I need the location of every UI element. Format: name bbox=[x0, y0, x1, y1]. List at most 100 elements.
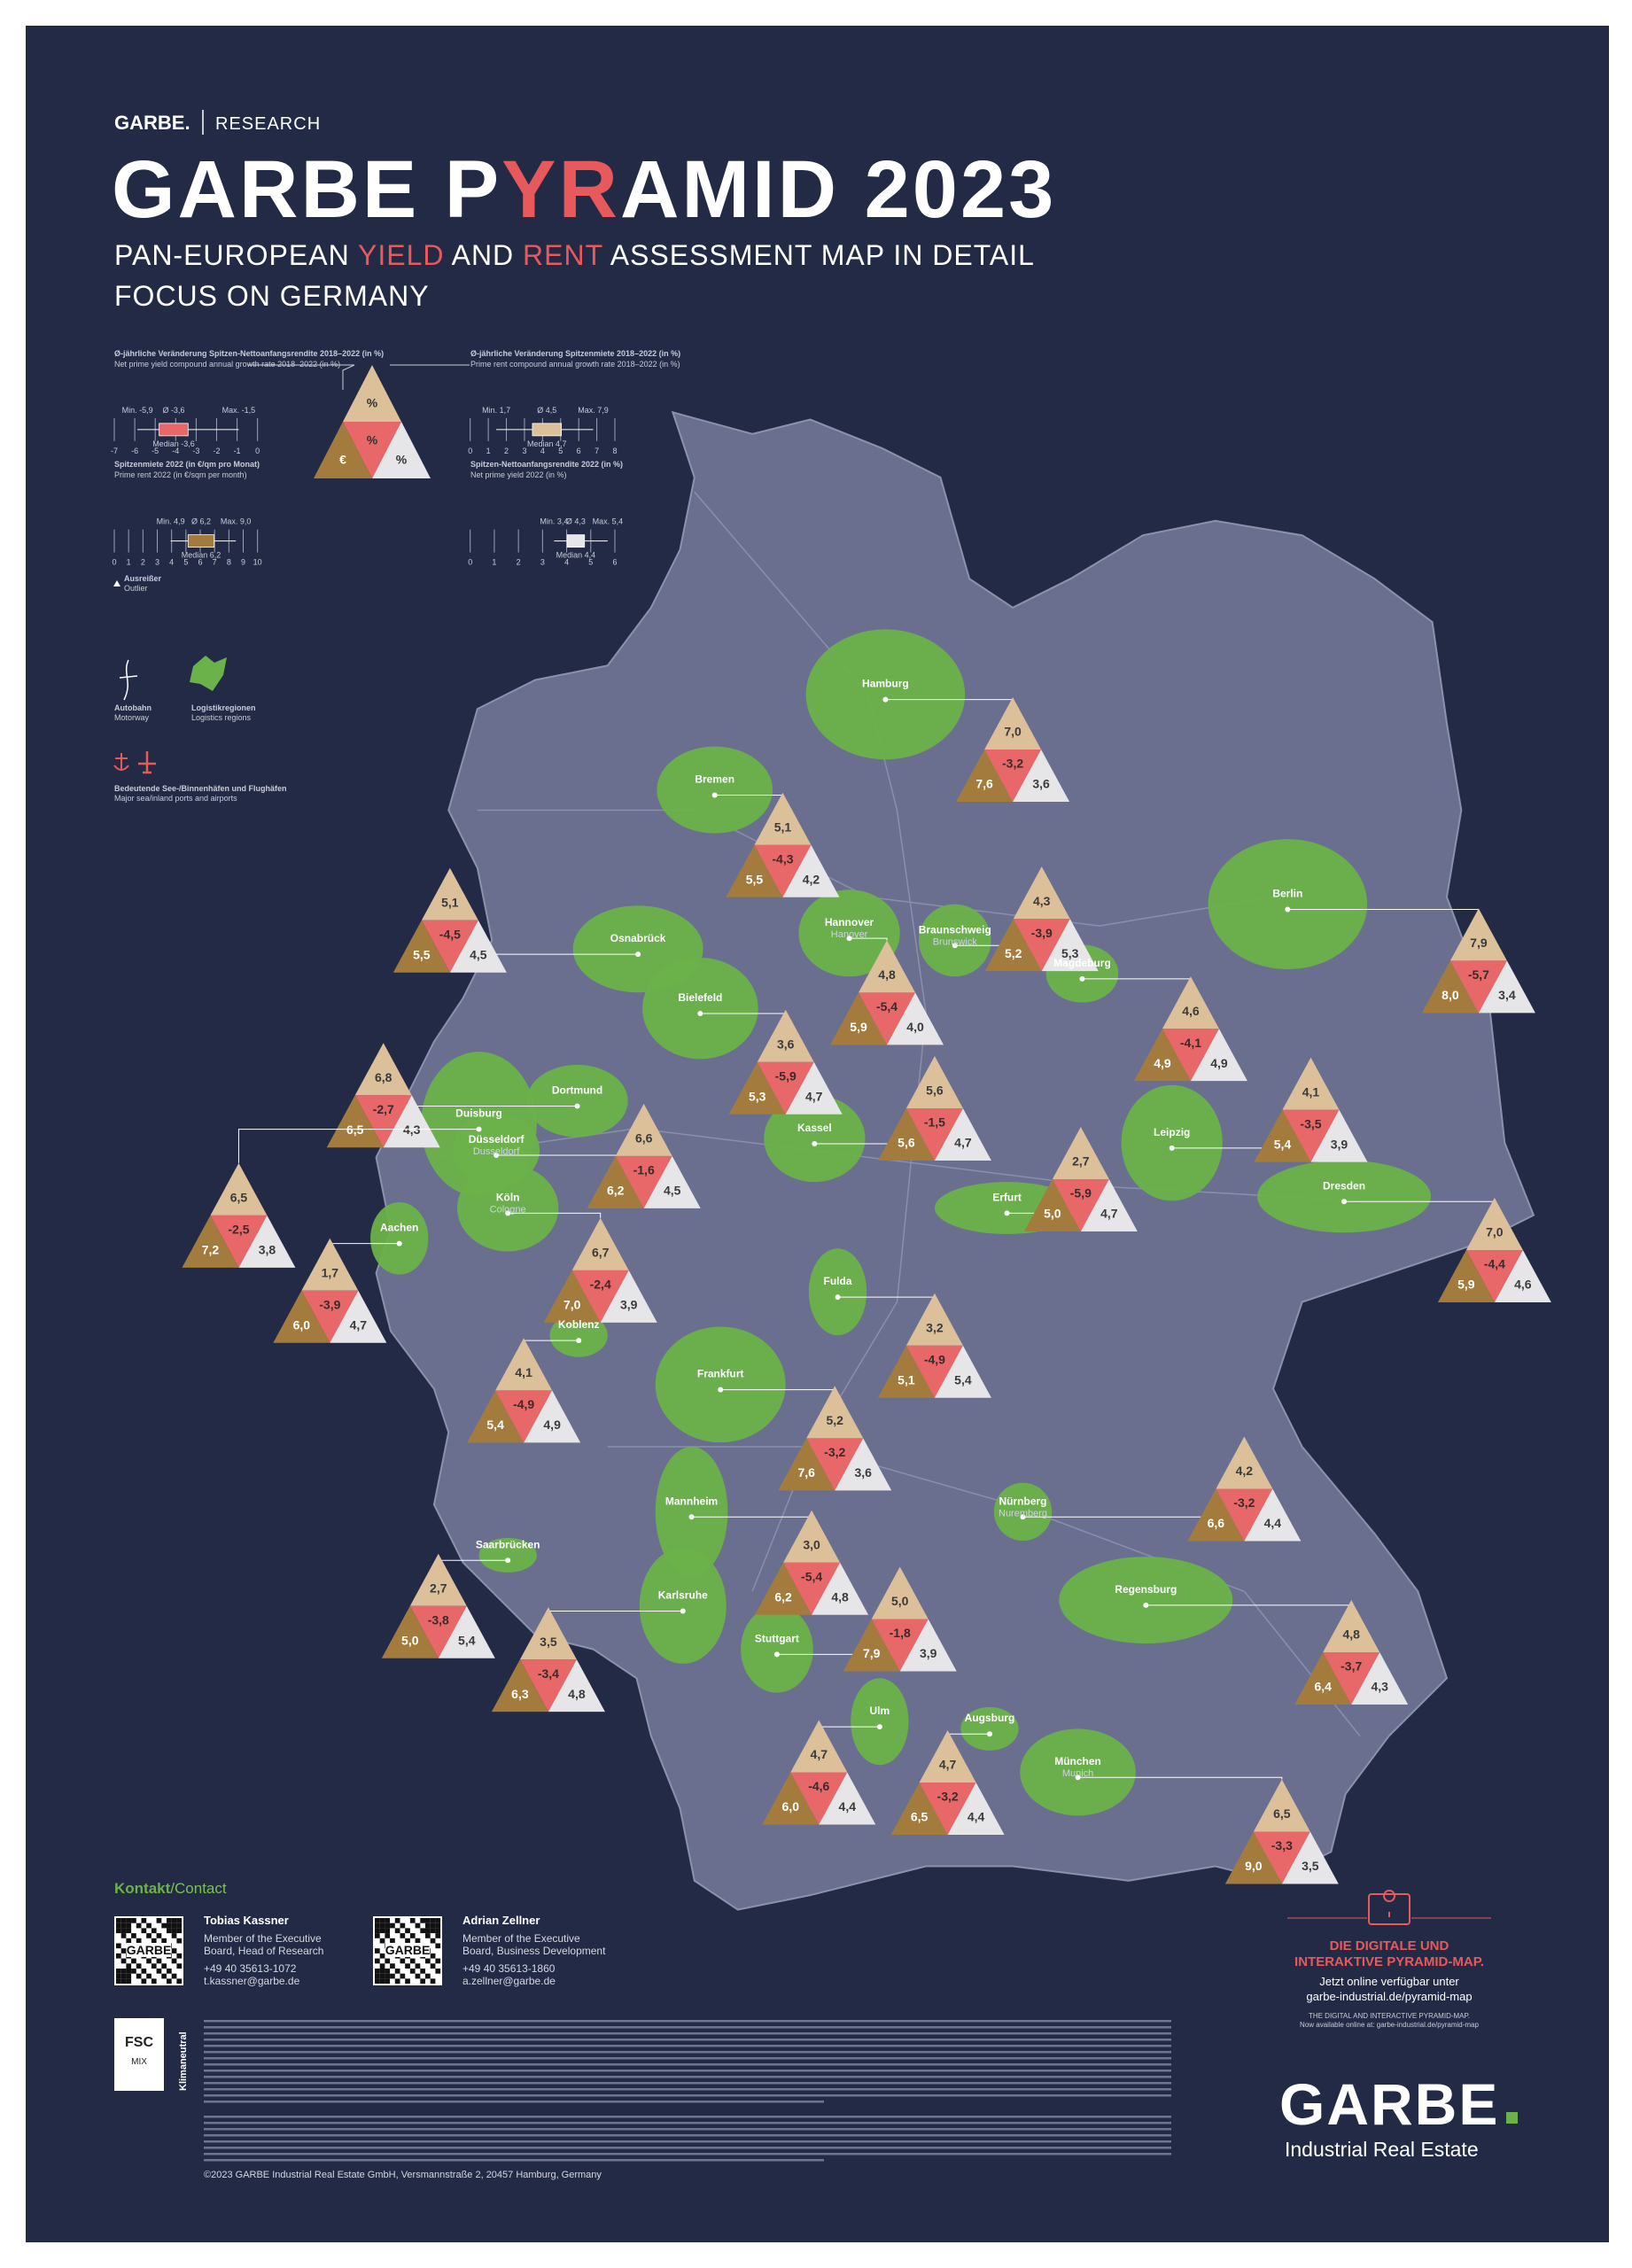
fine-print bbox=[204, 2116, 1171, 2118]
qr-cell bbox=[425, 1928, 431, 1934]
legend-tick-label: 10 bbox=[253, 558, 262, 567]
qr-cell bbox=[136, 1973, 142, 1979]
prime-rent: 6,0 bbox=[293, 1317, 311, 1332]
pyramid-top bbox=[615, 1103, 672, 1156]
pyramid-right bbox=[449, 920, 507, 973]
pyramid-left bbox=[326, 1095, 384, 1148]
qr-cell bbox=[385, 1922, 391, 1929]
yield-growth: -3,9 bbox=[319, 1297, 340, 1311]
city-dot bbox=[835, 1294, 841, 1301]
fine-print bbox=[204, 2094, 1171, 2097]
pyramid-top bbox=[1282, 1057, 1340, 1110]
prime-yield: 3,6 bbox=[854, 1465, 872, 1480]
legend-median: Median 4,7 bbox=[527, 439, 567, 448]
rent-growth: 4,3 bbox=[1033, 894, 1051, 908]
city-name: Regensburg bbox=[1115, 1583, 1177, 1596]
yield-growth: -3,8 bbox=[428, 1612, 449, 1627]
rent-growth: 6,5 bbox=[1273, 1806, 1291, 1821]
city-name: Stuttgart bbox=[755, 1632, 799, 1644]
qr-cell bbox=[141, 1969, 147, 1974]
qr-cell bbox=[116, 1928, 121, 1934]
city-name: Nürnberg bbox=[999, 1495, 1047, 1507]
logistics-region bbox=[642, 958, 758, 1060]
prime-yield: 4,5 bbox=[664, 1184, 681, 1198]
prime-yield: 3,5 bbox=[1302, 1859, 1319, 1873]
pyramid-middle bbox=[615, 1155, 672, 1208]
digital-text: THE DIGITAL AND INTERACTIVE PYRAMID-MAP. bbox=[1309, 2012, 1470, 2020]
legend-title: Ø-jährliche Veränderung Spitzenmiete 201… bbox=[470, 349, 680, 358]
prime-rent: 7,2 bbox=[202, 1243, 220, 1257]
legend-min: Min. 4,9 bbox=[157, 517, 185, 526]
yield-growth: -3,2 bbox=[1002, 757, 1023, 771]
pyramid-right bbox=[1244, 1488, 1302, 1542]
qr-cell bbox=[430, 1938, 436, 1944]
qr-cell bbox=[176, 1918, 183, 1923]
legend-avg: Ø 4,3 bbox=[566, 517, 586, 526]
pyramid-right bbox=[819, 1772, 876, 1825]
pyramid-middle bbox=[984, 750, 1042, 803]
pyramid-right bbox=[238, 1215, 296, 1268]
pyramid-top bbox=[859, 940, 916, 993]
pyramid-top bbox=[783, 1510, 841, 1563]
qr-cell bbox=[167, 1969, 172, 1974]
qr-cell bbox=[131, 1918, 136, 1923]
qr-cell bbox=[435, 1943, 441, 1949]
prime-rent: 9,0 bbox=[1245, 1859, 1263, 1873]
pyramid-right bbox=[1310, 1109, 1368, 1162]
prime-yield: 4,6 bbox=[1514, 1278, 1532, 1292]
qr-cell bbox=[171, 1918, 177, 1923]
pyramid-top bbox=[871, 1566, 929, 1619]
pyramid-left bbox=[1187, 1488, 1245, 1542]
qr-cell bbox=[116, 1922, 121, 1929]
digital-text: Jetzt online verfügbar unter bbox=[1319, 1975, 1459, 1988]
city-name: Fulda bbox=[823, 1275, 851, 1287]
qr-cell bbox=[415, 1938, 421, 1944]
qr-cell bbox=[120, 1933, 127, 1938]
qr-cell bbox=[394, 1918, 400, 1923]
pyramid-left bbox=[843, 1619, 900, 1672]
rent-growth: 3,2 bbox=[926, 1321, 944, 1335]
qr-cell bbox=[385, 1928, 391, 1934]
prime-rent: 7,0 bbox=[563, 1298, 581, 1312]
person-role: Member of the Executive bbox=[204, 1932, 322, 1945]
prime-yield: 4,4 bbox=[968, 1810, 985, 1824]
city-name: Karlsruhe bbox=[658, 1588, 708, 1601]
prime-rent: 6,3 bbox=[511, 1687, 529, 1701]
person-phone: +49 40 35613-1860 bbox=[462, 1962, 556, 1975]
qr-cell bbox=[120, 1948, 127, 1953]
prime-yield: 4,7 bbox=[954, 1136, 972, 1150]
fine-print bbox=[204, 2032, 1171, 2035]
pyramid-top bbox=[757, 1009, 814, 1062]
city-layer: Hamburg 7,0 -3,2 7,6 3,6 Bremen 5,1 -4,3 5,5 4,2 O… bbox=[182, 678, 1551, 1884]
pyramid-right bbox=[785, 1061, 843, 1115]
pyramid-middle bbox=[571, 1270, 629, 1323]
pyramid-left bbox=[762, 1772, 820, 1825]
rent-growth: 4,1 bbox=[515, 1365, 532, 1379]
qr-cell bbox=[385, 1969, 391, 1974]
city-name: Bremen bbox=[695, 773, 734, 785]
prime-yield: 4,3 bbox=[1371, 1680, 1388, 1694]
legend-median: Median -3,6 bbox=[152, 439, 195, 448]
fine-print bbox=[204, 2051, 1171, 2054]
title-part: AMID 2023 bbox=[620, 144, 1056, 235]
city-name: München bbox=[1054, 1755, 1101, 1767]
logistics-region bbox=[478, 1537, 537, 1573]
yield-growth: -3,4 bbox=[538, 1666, 559, 1681]
rent-growth: 4,1 bbox=[1302, 1084, 1320, 1099]
pyramid-left bbox=[877, 1108, 935, 1161]
rent-growth: 3,0 bbox=[803, 1537, 820, 1551]
yield-growth: -4,9 bbox=[513, 1397, 534, 1411]
city-dot bbox=[1020, 1514, 1026, 1520]
qr-cell bbox=[409, 1918, 416, 1923]
pin-icon bbox=[1383, 1890, 1396, 1917]
rent-growth: 2,7 bbox=[1072, 1154, 1090, 1169]
yield-growth: -4,1 bbox=[1180, 1036, 1201, 1050]
yield-growth: -3,2 bbox=[824, 1445, 845, 1459]
contact-heading-en: /Contact bbox=[170, 1880, 227, 1897]
logistics-region bbox=[851, 1678, 909, 1766]
prime-rent: 5,9 bbox=[850, 1020, 867, 1034]
region-label: Logistikregionen bbox=[191, 703, 256, 712]
fine-print bbox=[204, 2039, 1171, 2041]
pyramid-right bbox=[782, 844, 840, 897]
pyramid-middle bbox=[1253, 1831, 1310, 1884]
